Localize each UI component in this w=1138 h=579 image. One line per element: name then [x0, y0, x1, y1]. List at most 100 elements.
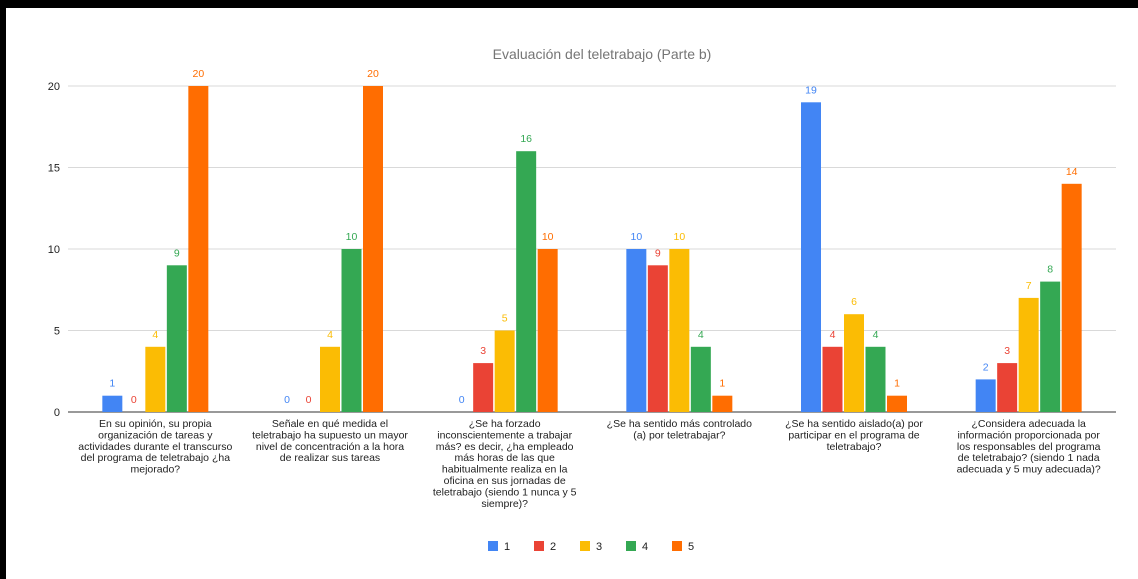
data-label: 9 [655, 247, 661, 259]
bar-series-2 [647, 265, 668, 412]
category-label: más? es decir, ¿ha empleado [436, 441, 574, 453]
category-label: mejorado? [131, 464, 181, 476]
data-label: 1 [109, 378, 115, 390]
y-tick-label: 20 [48, 81, 60, 93]
data-label: 4 [873, 329, 879, 341]
data-label: 8 [1047, 264, 1053, 276]
data-label: 2 [983, 361, 989, 373]
category-label: oficina en sus jornadas de [444, 475, 566, 487]
chart-frame: Evaluación del teletrabajo (Parte b) 0 5 10… [6, 8, 1138, 579]
chart-title: Evaluación del teletrabajo (Parte b) [493, 46, 712, 62]
legend-swatch [672, 541, 682, 551]
legend-swatch [626, 541, 636, 551]
y-tick-label: 5 [54, 326, 60, 338]
data-label: 10 [542, 231, 554, 243]
bar-series-2 [822, 346, 843, 412]
category-label: información proporcionada por [957, 429, 1100, 441]
bar-series-1 [801, 102, 821, 413]
data-label: 10 [346, 231, 358, 243]
bar-series-4 [516, 151, 537, 412]
bar-series-3 [320, 346, 340, 412]
data-label: 4 [698, 329, 704, 341]
y-tick-label: 0 [54, 407, 60, 419]
category-label: adecuada y 5 muy adecuada)? [957, 464, 1101, 476]
data-label: 4 [830, 329, 836, 341]
category-label: teletrabajo (siendo 1 nunca y 5 [433, 486, 577, 498]
data-label: 5 [502, 313, 508, 325]
data-label: 7 [1026, 280, 1032, 292]
category-label: de realizar sus tareas [280, 452, 380, 464]
category-label: siempre)? [481, 498, 528, 510]
y-tick-label: 10 [48, 244, 60, 256]
bar-series-5 [887, 395, 907, 412]
bar-series-1 [626, 249, 647, 412]
bar-series-5 [1061, 183, 1082, 412]
data-label: 9 [174, 247, 180, 259]
data-label: 0 [459, 394, 465, 406]
bar-series-2 [997, 363, 1018, 412]
bar-series-3 [1018, 297, 1039, 412]
category-label: teletrabajo? [827, 441, 882, 453]
bar-series-3 [494, 330, 515, 412]
category-label: habitualmente realiza en la [442, 464, 568, 476]
legend-label: 3 [596, 541, 602, 553]
category-label: actividades durante el transcurso [78, 441, 232, 453]
bar-series-3 [669, 249, 690, 412]
category-label: los responsables del programa [957, 441, 1101, 453]
category-label: En su opinión, su propia [99, 418, 212, 430]
category-label: ¿Considera adecuada la [971, 418, 1086, 430]
bar-series-1 [975, 379, 996, 412]
data-label: 0 [284, 394, 290, 406]
data-label: 10 [673, 231, 685, 243]
category-label: Señale en qué medida el [272, 418, 388, 430]
category-label: ¿Se ha forzado [469, 418, 541, 430]
legend-label: 5 [688, 541, 694, 553]
category-label: nivel de concentración a la hora [256, 441, 404, 453]
data-label: 19 [805, 84, 817, 96]
bar-series-5 [712, 395, 733, 412]
bar-series-3 [844, 314, 864, 412]
data-label: 0 [306, 394, 312, 406]
bar-series-5 [363, 86, 383, 412]
category-label: (a) por teletrabajar? [633, 429, 725, 441]
category-label: del programa de teletrabajo ¿ha [81, 452, 231, 464]
legend-swatch [580, 541, 590, 551]
data-label: 20 [367, 68, 379, 80]
data-label: 16 [520, 133, 532, 145]
bar-series-4 [690, 346, 711, 412]
bar-series-4 [1040, 281, 1061, 412]
legend-label: 4 [642, 541, 648, 553]
data-label: 10 [630, 231, 642, 243]
bar-series-4 [865, 346, 886, 412]
legend-swatch [534, 541, 544, 551]
bar-series-2 [473, 363, 494, 412]
data-label: 0 [131, 394, 137, 406]
data-label: 20 [192, 68, 204, 80]
y-tick-label: 15 [48, 163, 60, 175]
data-label: 14 [1066, 166, 1078, 178]
category-label: más horas de las que [454, 452, 555, 464]
data-label: 3 [1004, 345, 1010, 357]
data-label: 3 [480, 345, 486, 357]
data-label: 6 [851, 296, 857, 308]
data-label: 4 [152, 329, 158, 341]
legend-label: 1 [504, 541, 510, 553]
data-label: 1 [719, 378, 725, 390]
bar-series-5 [188, 86, 209, 412]
category-label: inconscientemente a trabajar [437, 429, 572, 441]
bar-series-4 [341, 249, 362, 412]
category-label: ¿Se ha sentido aislado(a) por [785, 418, 923, 430]
bar-series-5 [537, 249, 558, 412]
bar-series-1 [102, 395, 123, 412]
legend-label: 2 [550, 541, 556, 553]
category-label: teletrabajo ha supuesto un mayor [252, 429, 408, 441]
bar-series-3 [145, 346, 166, 412]
data-label: 1 [894, 378, 900, 390]
category-label: ¿Se ha sentido más controlado [607, 418, 752, 430]
data-label: 4 [327, 329, 333, 341]
category-label: participar en el programa de [788, 429, 919, 441]
bar-series-4 [166, 265, 187, 412]
category-label: de teletrabajo? (siendo 1 nada [958, 452, 1100, 464]
category-label: organización de tareas y [98, 429, 213, 441]
legend-swatch [488, 541, 498, 551]
